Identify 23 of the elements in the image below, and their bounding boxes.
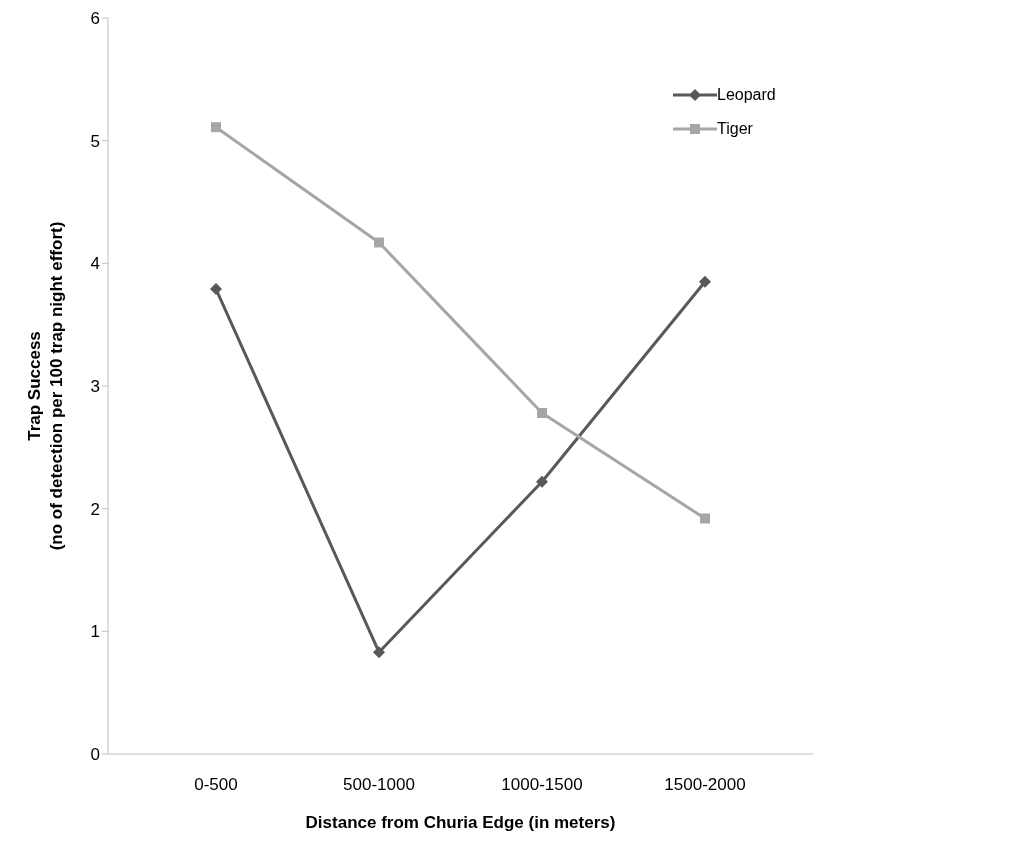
y-tick-label: 1 (90, 622, 100, 642)
y-tick-label: 0 (90, 745, 100, 765)
y-axis-title: Trap Success (no of detection per 100 trap night effort) (25, 221, 66, 551)
x-axis-title: Distance from Churia Edge (in meters) (305, 813, 616, 832)
y-tick-label: 3 (90, 377, 100, 397)
y-tick-label: 6 (90, 9, 100, 29)
x-tick-label: 1000-1500 (501, 775, 583, 795)
point (536, 475, 548, 488)
point (210, 283, 222, 296)
point (373, 646, 385, 659)
point (374, 237, 384, 248)
point (699, 275, 711, 288)
point (700, 513, 710, 524)
legend-label: Tiger (717, 120, 753, 138)
point (537, 407, 547, 418)
point (211, 122, 221, 133)
x-tick-label: 0-500 (194, 775, 238, 795)
y-tick-label: 4 (90, 254, 100, 274)
y-tick-label: 5 (90, 131, 100, 151)
legend-label: Leopard (717, 86, 776, 104)
x-tick-label: 1500-2000 (664, 775, 746, 795)
x-tick-label: 500-1000 (343, 775, 415, 795)
y-tick-label: 2 (90, 499, 100, 519)
